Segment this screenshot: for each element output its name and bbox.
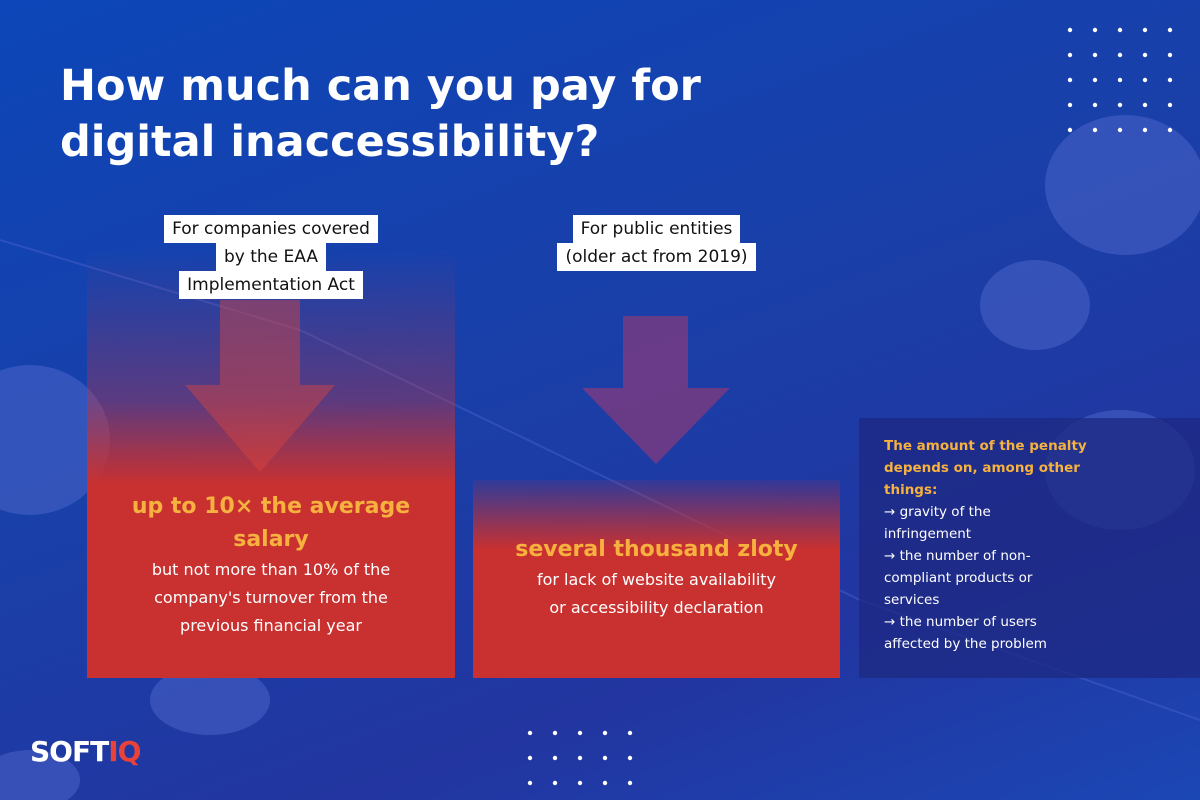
- dot: [577, 730, 583, 736]
- dot: [1142, 77, 1148, 83]
- dot: [1142, 127, 1148, 133]
- label-line: Implementation Act: [179, 271, 363, 299]
- label-line: For public entities: [572, 215, 741, 243]
- dot: [1167, 52, 1173, 58]
- dot: [1167, 27, 1173, 33]
- dot: [1167, 127, 1173, 133]
- note-item: services: [884, 592, 940, 608]
- dot: [627, 755, 633, 761]
- title: How much can you pay for digital inacces…: [60, 58, 701, 170]
- dot: [627, 780, 633, 786]
- dot: [552, 755, 558, 761]
- dot: [1117, 127, 1123, 133]
- body-text: or accessibility declaration: [549, 598, 764, 617]
- title-line: digital inaccessibility?: [60, 117, 600, 167]
- dot: [1067, 52, 1073, 58]
- body-text: for lack of website availability: [536, 570, 777, 589]
- dot: [1092, 77, 1098, 83]
- dot: [1167, 102, 1173, 108]
- title-line: How much can you pay for: [60, 61, 701, 111]
- arrow: [582, 316, 730, 464]
- dot: [602, 780, 608, 786]
- dot: [1092, 52, 1098, 58]
- note-item: compliant products or: [884, 570, 1033, 586]
- panel: [473, 480, 840, 678]
- dot: [1067, 27, 1073, 33]
- dot: [577, 780, 583, 786]
- panel-text: several thousand zloty for lack of websi…: [473, 533, 840, 622]
- logo-text: SOFT: [30, 735, 109, 768]
- dot: [1142, 102, 1148, 108]
- note-heading: depends on, among other: [884, 460, 1080, 476]
- label-line: For companies covered: [164, 215, 378, 243]
- dot: [627, 730, 633, 736]
- panel: [87, 250, 455, 678]
- note-item: → the number of users: [884, 614, 1037, 630]
- note: The amount of the penalty depends on, amo…: [859, 418, 1200, 678]
- body-text: previous financial year: [180, 616, 362, 635]
- dot: [1092, 102, 1098, 108]
- dot: [1167, 77, 1173, 83]
- body-text: but not more than 10% of the: [151, 560, 391, 579]
- headline: salary: [233, 527, 309, 552]
- dot: [1117, 52, 1123, 58]
- dot: [552, 730, 558, 736]
- headline: up to 10× the average: [131, 494, 411, 519]
- body-text: company's turnover from the: [154, 588, 388, 607]
- note-item: infringement: [884, 526, 972, 542]
- arrow: [185, 300, 335, 472]
- label-line: (older act from 2019): [557, 243, 756, 271]
- note-text: The amount of the penalty depends on, amo…: [859, 418, 1200, 655]
- dot: [527, 755, 533, 761]
- dot: [1142, 27, 1148, 33]
- label: For public entities (older act from 2019…: [473, 215, 840, 271]
- dot: [602, 730, 608, 736]
- dot: [1142, 52, 1148, 58]
- note-item: → gravity of the: [884, 504, 991, 520]
- dot: [527, 730, 533, 736]
- logo-text: IQ: [108, 735, 141, 768]
- note-item: affected by the problem: [884, 636, 1047, 652]
- dot: [1067, 102, 1073, 108]
- dot: [577, 755, 583, 761]
- dot: [1092, 27, 1098, 33]
- panel-text: up to 10× the average salary but not mor…: [87, 490, 455, 640]
- label: For companies covered by the EAA Impleme…: [87, 215, 455, 299]
- note-heading: The amount of the penalty: [884, 438, 1087, 454]
- dot: [1117, 77, 1123, 83]
- dot: [552, 780, 558, 786]
- dot: [1067, 77, 1073, 83]
- label-line: by the EAA: [215, 243, 327, 271]
- note-heading: things:: [884, 482, 938, 498]
- logo: SOFTIQ: [30, 735, 141, 768]
- dot: [602, 755, 608, 761]
- dot: [1067, 127, 1073, 133]
- dot: [1092, 127, 1098, 133]
- dot: [1117, 27, 1123, 33]
- dot: [527, 780, 533, 786]
- note-item: → the number of non-: [884, 548, 1031, 564]
- dot: [1117, 102, 1123, 108]
- headline: several thousand zloty: [515, 537, 798, 562]
